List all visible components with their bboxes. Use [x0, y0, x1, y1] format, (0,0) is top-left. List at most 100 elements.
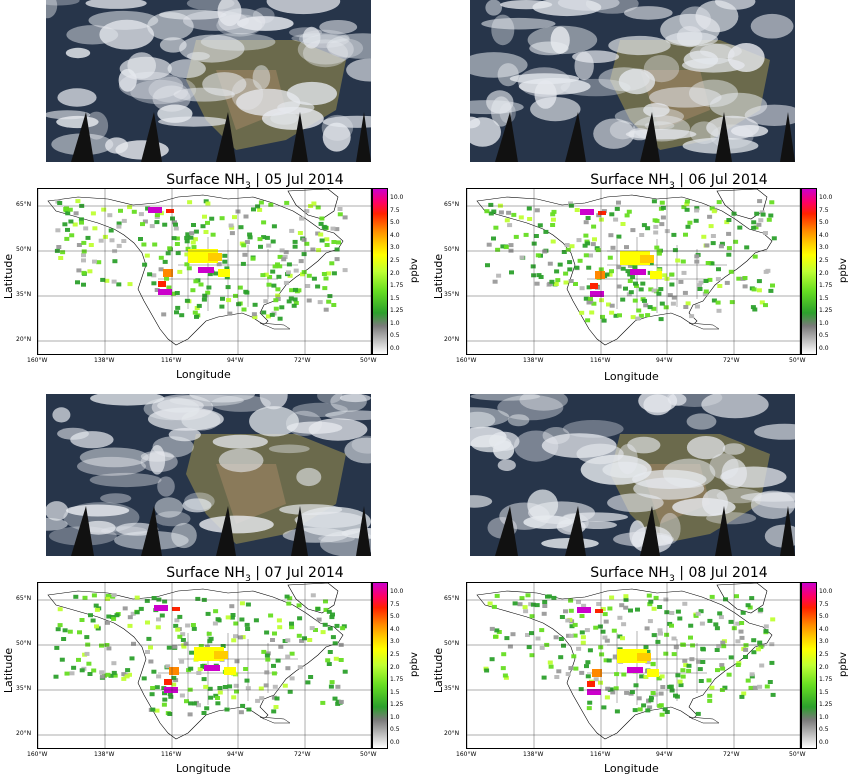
colorbar-tick-label: 7.5 [819, 600, 829, 608]
colorbar [372, 188, 388, 355]
colorbar-tick-label: 2.5 [390, 650, 400, 658]
colorbar-tick-label: 3.0 [390, 244, 400, 252]
satellite-image [470, 394, 795, 556]
colorbar-tick-label: 1.25 [390, 701, 404, 709]
lon-tick-label: 50°W [360, 751, 377, 758]
colorbar-tick-label: 3.0 [819, 244, 829, 252]
lat-tick-label: 35°N [444, 685, 460, 692]
lat-tick-label: 50°N [444, 246, 460, 253]
colorbar-tick-label: 1.75 [819, 676, 833, 684]
lon-tick-label: 50°W [789, 357, 806, 364]
title-prefix: Surface NH [166, 172, 246, 188]
colorbar-tick-label: 7.5 [390, 206, 400, 214]
title-date: | 05 Jul 2014 [250, 172, 344, 188]
colorbar-tick-label: 10.0 [390, 588, 404, 595]
lon-tick-label: 160°W [456, 357, 477, 364]
lat-tick-label: 50°N [16, 640, 32, 647]
satellite-image [470, 0, 795, 162]
colorbar-unit-label: ppbv [408, 257, 420, 283]
lat-tick-label: 50°N [16, 246, 32, 253]
colorbar-tick-label: 1.75 [390, 676, 404, 684]
colorbar-tick-label: 2.0 [819, 663, 829, 671]
colorbar-tick-label: 1.25 [819, 307, 833, 315]
colorbar-tick-label: 0.5 [390, 726, 400, 734]
colorbar-unit-label: ppbv [837, 257, 849, 283]
x-axis-label: Longitude [176, 368, 231, 381]
colorbar-tick-label: 2.0 [819, 269, 829, 277]
lon-tick-label: 160°W [27, 751, 48, 758]
colorbar-tick-label: 4.0 [819, 231, 829, 239]
colorbar-tick-label: 10.0 [390, 194, 404, 201]
lon-tick-label: 138°W [523, 751, 544, 758]
colorbar-tick-label: 10.0 [819, 194, 833, 201]
colorbar-tick-label: 0.5 [390, 332, 400, 340]
colorbar-tick-label: 4.0 [390, 231, 400, 239]
colorbar-tick-label: 0.0 [390, 739, 400, 746]
map-title: Surface NH3 | 08 Jul 2014 [524, 565, 834, 584]
nh3-map [466, 188, 801, 355]
lat-tick-label: 65°N [444, 201, 460, 208]
lat-tick-label: 20°N [444, 336, 460, 343]
x-axis-label: Longitude [604, 762, 659, 775]
lon-tick-label: 72°W [723, 357, 740, 364]
title-subscript: 3 [245, 573, 251, 584]
colorbar-tick-label: 7.5 [390, 600, 400, 608]
y-axis-label: Latitude [432, 647, 446, 694]
title-date: | 06 Jul 2014 [674, 172, 768, 188]
title-subscript: 3 [669, 180, 675, 191]
lon-tick-label: 72°W [723, 751, 740, 758]
lon-tick-label: 138°W [94, 751, 115, 758]
colorbar-tick-label: 2.5 [390, 256, 400, 264]
map-title: Surface NH3 | 05 Jul 2014 [100, 172, 410, 191]
lon-tick-label: 94°W [656, 751, 673, 758]
lat-tick-label: 65°N [16, 201, 32, 208]
colorbar-tick-label: 1.0 [390, 319, 400, 327]
colorbar-tick-label: 1.25 [390, 307, 404, 315]
lon-tick-label: 160°W [27, 357, 48, 364]
colorbar-tick-label: 1.5 [819, 294, 829, 302]
colorbar-tick-label: 1.5 [819, 688, 829, 696]
map-title: Surface NH3 | 06 Jul 2014 [524, 172, 834, 191]
title-subscript: 3 [245, 180, 251, 191]
colorbar [372, 582, 388, 749]
lon-tick-label: 116°W [161, 751, 182, 758]
colorbar-tick-label: 1.75 [819, 282, 833, 290]
colorbar-tick-label: 0.5 [819, 332, 829, 340]
colorbar-tick-label: 1.25 [819, 701, 833, 709]
colorbar-tick-label: 4.0 [390, 625, 400, 633]
lat-tick-label: 65°N [444, 595, 460, 602]
colorbar-tick-label: 5.0 [390, 613, 400, 621]
lat-tick-label: 50°N [444, 640, 460, 647]
colorbar-tick-label: 5.0 [819, 613, 829, 621]
colorbar-tick-label: 0.5 [819, 726, 829, 734]
lon-tick-label: 50°W [789, 751, 806, 758]
lat-tick-label: 35°N [444, 291, 460, 298]
title-date: | 08 Jul 2014 [674, 565, 768, 581]
title-prefix: Surface NH [590, 172, 670, 188]
lon-tick-label: 50°W [360, 357, 377, 364]
nh3-map [466, 582, 801, 749]
y-axis-label: Latitude [2, 253, 16, 300]
lon-tick-label: 160°W [456, 751, 477, 758]
lat-tick-label: 35°N [16, 685, 32, 692]
colorbar-tick-label: 3.0 [390, 638, 400, 646]
colorbar-tick-label: 1.5 [390, 294, 400, 302]
lon-tick-label: 116°W [590, 751, 611, 758]
nh3-map [37, 188, 372, 355]
lat-tick-label: 35°N [16, 291, 32, 298]
colorbar-tick-label: 0.0 [819, 739, 829, 746]
colorbar [801, 582, 817, 749]
colorbar-tick-label: 1.0 [390, 713, 400, 721]
lon-tick-label: 138°W [523, 357, 544, 364]
colorbar-tick-label: 5.0 [819, 219, 829, 227]
lon-tick-label: 138°W [94, 357, 115, 364]
lon-tick-label: 72°W [294, 751, 311, 758]
lat-tick-label: 20°N [444, 730, 460, 737]
satellite-image [46, 0, 371, 162]
colorbar-tick-label: 0.0 [819, 345, 829, 352]
colorbar-tick-label: 1.0 [819, 319, 829, 327]
satellite-image [46, 394, 371, 556]
colorbar-unit-label: ppbv [837, 651, 849, 677]
colorbar-tick-label: 2.0 [390, 269, 400, 277]
y-axis-label: Latitude [2, 647, 16, 694]
